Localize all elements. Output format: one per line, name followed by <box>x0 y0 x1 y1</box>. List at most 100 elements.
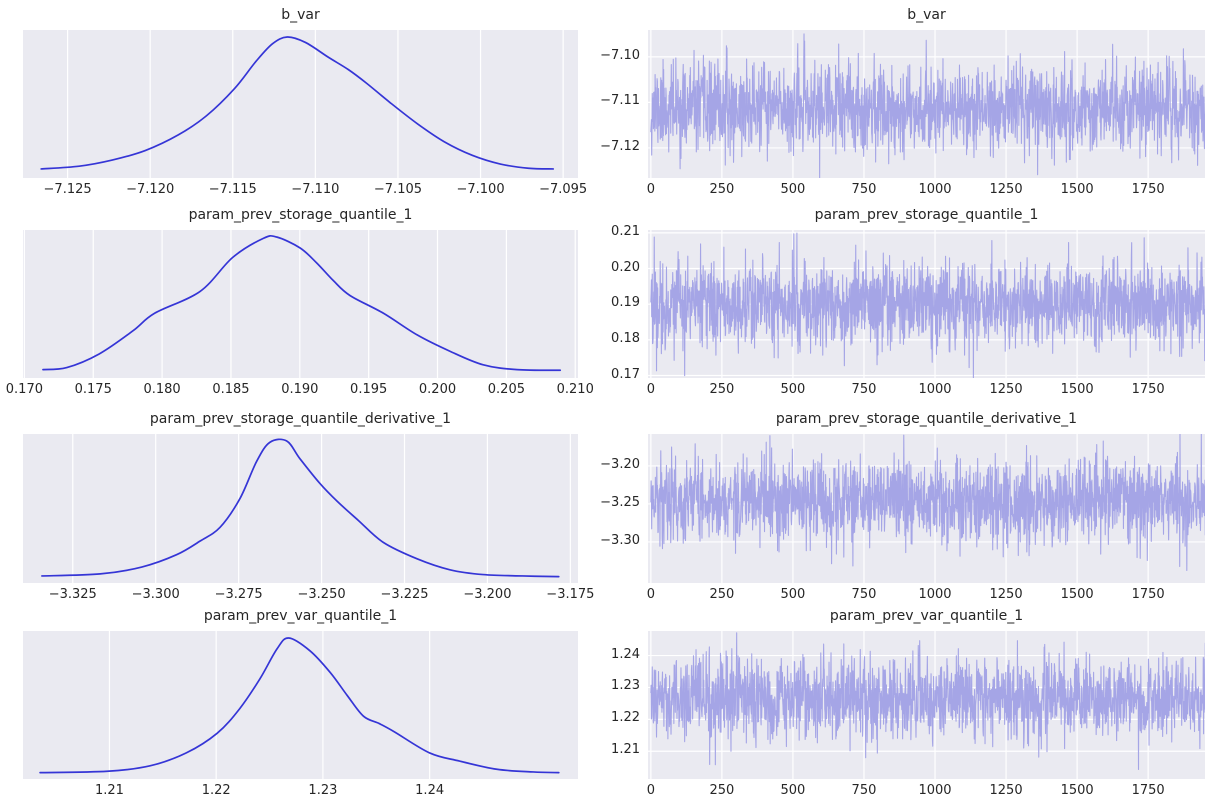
y-tick-label: −7.12 <box>600 138 640 154</box>
x-tick-label: 1750 <box>1131 783 1165 798</box>
x-tick-label: 0.210 <box>556 382 594 397</box>
x-tick-label: 1500 <box>1060 783 1094 798</box>
x-tick-label: −3.175 <box>546 587 595 602</box>
x-tick-label: 0 <box>646 783 655 798</box>
kde-panel-param_prev_var_quantile_1 <box>23 631 578 779</box>
x-tick-label: 0.175 <box>74 382 112 397</box>
x-tick-label: 250 <box>709 182 735 197</box>
x-tick-label: 1250 <box>989 783 1023 798</box>
kde-curve <box>40 36 555 170</box>
y-tick-label: 0.21 <box>611 223 640 239</box>
kde-plot-area <box>40 30 564 178</box>
x-tick-label: 1.23 <box>308 783 338 798</box>
x-tick-label: 1250 <box>989 382 1023 397</box>
x-tick-label: 750 <box>851 182 877 197</box>
x-tick-label: 500 <box>780 783 806 798</box>
x-tick-label: 250 <box>709 382 735 397</box>
x-tick-label: 0.170 <box>5 382 43 397</box>
x-tick-label: 1750 <box>1131 182 1165 197</box>
kde-plot-area <box>23 230 576 378</box>
x-tick-label: 1750 <box>1131 382 1165 397</box>
x-tick-label: 1000 <box>918 182 952 197</box>
kde-panel-param_prev_storage_quantile_1 <box>23 230 578 378</box>
kde-panel-b_var <box>23 30 578 178</box>
trace-panel-param_prev_var_quantile_1 <box>648 631 1205 779</box>
x-tick-label: −7.120 <box>126 182 175 197</box>
y-tick-label: 0.19 <box>611 295 640 311</box>
trace-plot-area <box>648 434 1205 583</box>
x-tick-label: 1500 <box>1060 182 1094 197</box>
kde-curve <box>42 234 562 372</box>
plot-title: b_var <box>281 7 320 23</box>
x-tick-label: 1750 <box>1131 587 1165 602</box>
trace-line <box>650 434 1205 572</box>
kde-panel-param_prev_storage_quantile_derivative_1 <box>23 434 578 583</box>
y-tick-label: −7.10 <box>600 47 640 63</box>
x-tick-label: 750 <box>851 783 877 798</box>
x-tick-label: −7.100 <box>456 182 505 197</box>
trace-panel-param_prev_storage_quantile_derivative_1 <box>648 434 1205 583</box>
x-tick-label: −7.095 <box>539 182 588 197</box>
x-tick-label: −3.250 <box>297 587 346 602</box>
x-tick-label: −3.200 <box>463 587 512 602</box>
x-tick-label: 500 <box>780 182 806 197</box>
trace-panel-param_prev_storage_quantile_1 <box>648 230 1205 378</box>
trace-line <box>650 33 1205 178</box>
x-tick-label: 500 <box>780 587 806 602</box>
x-tick-label: −7.115 <box>208 182 257 197</box>
kde-curve <box>41 438 560 578</box>
x-tick-label: 0.195 <box>350 382 388 397</box>
y-tick-label: 1.22 <box>611 710 640 726</box>
x-tick-label: 0.185 <box>212 382 250 397</box>
x-tick-label: 0 <box>646 182 655 197</box>
x-tick-label: −3.275 <box>214 587 263 602</box>
y-tick-label: −7.11 <box>600 93 640 109</box>
x-tick-label: 1000 <box>918 783 952 798</box>
x-tick-label: 0 <box>646 382 655 397</box>
x-tick-label: −7.125 <box>43 182 92 197</box>
kde-curve <box>39 637 560 774</box>
x-tick-label: −7.105 <box>373 182 423 197</box>
kde-plot-area <box>41 434 571 583</box>
y-tick-label: 0.17 <box>611 366 640 382</box>
plot-title: param_prev_var_quantile_1 <box>203 608 398 624</box>
plot-title: param_prev_storage_quantile_derivative_1 <box>149 411 452 427</box>
x-tick-label: 1.21 <box>94 783 124 798</box>
x-tick-label: 1500 <box>1060 587 1094 602</box>
x-tick-label: 750 <box>851 587 877 602</box>
y-tick-label: −3.30 <box>600 532 640 548</box>
x-tick-label: −3.225 <box>380 587 429 602</box>
y-tick-label: 1.24 <box>611 646 640 662</box>
y-tick-label: 0.18 <box>611 330 640 346</box>
plot-title: param_prev_var_quantile_1 <box>829 608 1024 624</box>
trace-plot-area <box>648 631 1205 779</box>
trace-line <box>650 232 1205 378</box>
x-tick-label: 1000 <box>918 587 952 602</box>
x-tick-label: 500 <box>780 382 806 397</box>
x-tick-label: 0.205 <box>487 382 525 397</box>
x-tick-label: −3.300 <box>131 587 180 602</box>
x-tick-label: 750 <box>851 382 877 397</box>
x-tick-label: 1500 <box>1060 382 1094 397</box>
y-tick-label: −3.20 <box>600 456 640 472</box>
plot-title: param_prev_storage_quantile_derivative_1 <box>775 411 1078 427</box>
x-tick-label: 1250 <box>989 587 1023 602</box>
y-tick-label: 1.23 <box>611 678 640 694</box>
y-tick-label: −3.25 <box>600 494 640 510</box>
y-tick-label: 1.21 <box>611 742 640 758</box>
x-tick-label: 1.22 <box>201 783 231 798</box>
kde-plot-area <box>39 631 560 779</box>
x-tick-label: 1.24 <box>415 783 445 798</box>
x-tick-label: −7.110 <box>291 182 340 197</box>
x-tick-label: 0.190 <box>281 382 319 397</box>
x-tick-label: 0.200 <box>418 382 457 397</box>
x-tick-label: 250 <box>709 783 735 798</box>
trace-panel-b_var <box>648 30 1205 178</box>
y-tick-label: 0.20 <box>611 259 640 275</box>
plot-title: param_prev_storage_quantile_1 <box>188 207 413 223</box>
plot-title: b_var <box>907 7 946 23</box>
x-tick-label: 1250 <box>989 182 1023 197</box>
trace-plot-area <box>648 230 1205 378</box>
trace-line <box>650 632 1205 770</box>
